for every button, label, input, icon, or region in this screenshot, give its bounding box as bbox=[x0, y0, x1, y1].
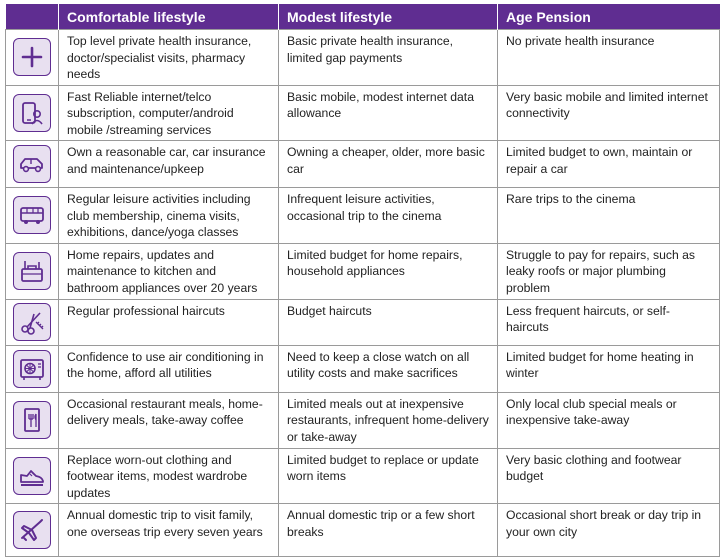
comfortable-cell: Confidence to use air conditioning in th… bbox=[58, 344, 279, 393]
header-pension: Age Pension bbox=[497, 4, 720, 30]
pension-cell: Rare trips to the cinema bbox=[497, 187, 720, 244]
table-row: Top level private health insurance, doct… bbox=[5, 29, 720, 86]
comfortable-cell: Fast Reliable internet/telco subscriptio… bbox=[58, 84, 279, 141]
comfortable-cell: Annual domestic trip to visit family, on… bbox=[58, 503, 279, 557]
pension-cell: Very basic clothing and footwear budget bbox=[497, 447, 720, 504]
comfortable-cell: Top level private health insurance, doct… bbox=[58, 29, 279, 86]
modest-cell: Basic mobile, modest internet data allow… bbox=[278, 84, 498, 141]
comfortable-cell: Own a reasonable car, car insurance and … bbox=[58, 140, 279, 188]
comfortable-cell: Home repairs, updates and maintenance to… bbox=[58, 242, 279, 300]
car-icon bbox=[13, 145, 51, 183]
comfortable-cell: Regular professional haircuts bbox=[58, 298, 279, 346]
mobile-phone-icon bbox=[13, 93, 51, 132]
table-row: Regular professional haircuts Budget hai… bbox=[5, 298, 720, 346]
table-row: Fast Reliable internet/telco subscriptio… bbox=[5, 84, 720, 141]
pension-cell: Only local club special meals or inexpen… bbox=[497, 391, 720, 449]
modest-cell: Infrequent leisure activities, occasiona… bbox=[278, 187, 498, 244]
header-comfortable: Comfortable lifestyle bbox=[58, 4, 279, 30]
header-icon-column bbox=[5, 4, 59, 30]
comfortable-cell: Replace worn-out clothing and footwear i… bbox=[58, 447, 279, 504]
table-row: Replace worn-out clothing and footwear i… bbox=[5, 447, 720, 504]
table-row: Own a reasonable car, car insurance and … bbox=[5, 140, 720, 188]
restaurant-menu-icon bbox=[13, 401, 51, 439]
comfortable-cell: Regular leisure activities including clu… bbox=[58, 187, 279, 244]
header-modest: Modest lifestyle bbox=[278, 4, 498, 30]
medical-cross-icon bbox=[13, 38, 51, 77]
table-row: Occasional restaurant meals, home-delive… bbox=[5, 391, 720, 449]
table-row: Annual domestic trip to visit family, on… bbox=[5, 503, 720, 557]
modest-cell: Limited meals out at inexpensive restaur… bbox=[278, 391, 498, 449]
comfortable-cell: Occasional restaurant meals, home-delive… bbox=[58, 391, 279, 449]
airplane-icon bbox=[13, 511, 51, 549]
modest-cell: Owning a cheaper, older, more basic car bbox=[278, 140, 498, 188]
toolbox-icon bbox=[13, 252, 51, 290]
table-row: Regular leisure activities including clu… bbox=[5, 187, 720, 244]
modest-cell: Annual domestic trip or a few short brea… bbox=[278, 503, 498, 557]
modest-cell: Basic private health insurance, limited … bbox=[278, 29, 498, 86]
modest-cell: Budget haircuts bbox=[278, 298, 498, 346]
modest-cell: Need to keep a close watch on all utilit… bbox=[278, 344, 498, 393]
scissors-comb-icon bbox=[13, 303, 51, 341]
pension-cell: Very basic mobile and limited internet c… bbox=[497, 84, 720, 141]
bus-icon bbox=[13, 196, 51, 235]
sneaker-icon bbox=[13, 456, 51, 495]
modest-cell: Limited budget to replace or update worn… bbox=[278, 447, 498, 504]
table-row: Home repairs, updates and maintenance to… bbox=[5, 242, 720, 300]
modest-cell: Limited budget for home repairs, househo… bbox=[278, 242, 498, 300]
air-conditioner-icon bbox=[13, 349, 51, 388]
pension-cell: Occasional short break or day trip in yo… bbox=[497, 503, 720, 557]
pension-cell: Struggle to pay for repairs, such as lea… bbox=[497, 242, 720, 300]
header-row: Comfortable lifestyle Modest lifestyle A… bbox=[5, 4, 720, 30]
lifestyle-comparison-table: Comfortable lifestyle Modest lifestyle A… bbox=[5, 4, 720, 557]
pension-cell: Limited budget for home heating in winte… bbox=[497, 344, 720, 393]
pension-cell: No private health insurance bbox=[497, 29, 720, 86]
pension-cell: Less frequent haircuts, or self-haircuts bbox=[497, 298, 720, 346]
table-row: Confidence to use air conditioning in th… bbox=[5, 344, 720, 393]
pension-cell: Limited budget to own, maintain or repai… bbox=[497, 140, 720, 188]
